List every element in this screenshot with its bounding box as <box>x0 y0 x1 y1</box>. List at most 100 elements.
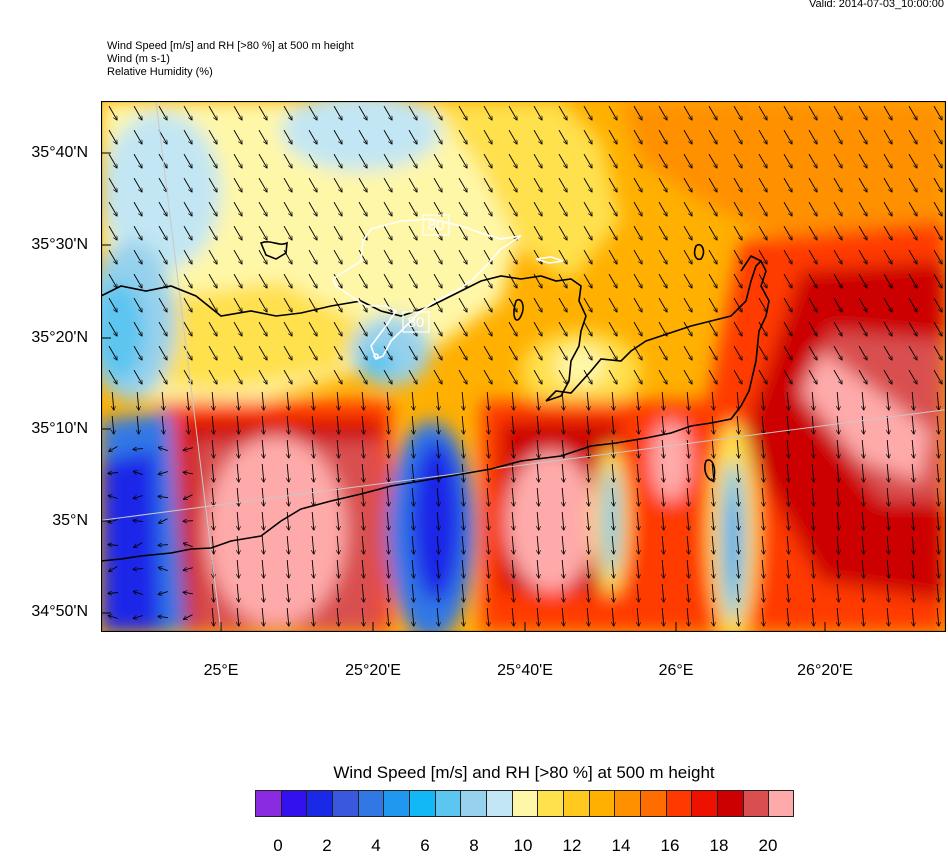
wind-arrow <box>783 225 792 240</box>
wind-map: 80 80 <box>101 101 946 632</box>
wind-arrow <box>712 415 714 434</box>
wind-arrow <box>362 415 364 434</box>
wind-arrow <box>612 535 614 554</box>
colorbar-swatch <box>434 790 461 817</box>
wind-arrow <box>912 439 914 458</box>
wind-arrow <box>762 583 764 602</box>
wind-arrow <box>408 105 417 120</box>
wind-arrow <box>858 153 867 168</box>
wind-arrow <box>508 249 517 264</box>
wind-arrow <box>158 273 167 288</box>
wind-arrow <box>637 439 639 458</box>
wind-arrow <box>933 297 942 312</box>
wind-arrow <box>737 463 739 482</box>
wind-arrow <box>483 153 492 168</box>
colorbar-tick-label: 2 <box>322 836 332 855</box>
wind-arrow <box>537 391 539 410</box>
wind-arrow <box>158 447 168 452</box>
wind-arrow <box>708 201 717 216</box>
wind-arrow <box>387 463 389 482</box>
wind-arrow <box>537 559 539 578</box>
wind-arrow <box>558 201 567 216</box>
colorbar-swatch <box>460 790 487 817</box>
wind-arrow <box>787 511 789 530</box>
wind-arrow <box>858 225 867 240</box>
wind-arrow <box>858 345 867 360</box>
wind-arrow <box>687 583 689 602</box>
wind-arrow <box>312 607 314 626</box>
wind-arrow <box>258 321 267 336</box>
wind-arrow <box>237 463 239 482</box>
wind-arrow <box>508 297 517 312</box>
wind-arrow <box>508 273 517 288</box>
wind-arrow <box>733 369 742 384</box>
wind-arrow <box>687 415 689 434</box>
wind-arrow <box>862 607 864 626</box>
wind-arrow <box>158 177 167 192</box>
wind-arrow <box>262 607 264 626</box>
wind-arrow <box>383 369 392 384</box>
wind-arrow <box>433 201 442 216</box>
lat-label-3530: 35°30'N <box>31 236 88 253</box>
colorbar-swatch <box>306 790 333 817</box>
wind-arrow <box>783 273 792 288</box>
wind-arrow <box>108 321 117 336</box>
wind-arrow <box>658 297 667 312</box>
wind-arrow <box>358 369 367 384</box>
wind-arrow <box>433 225 442 240</box>
wind-arrow <box>333 129 342 144</box>
lat-label-3520: 35°20'N <box>31 329 88 346</box>
wind-arrow <box>462 535 464 554</box>
wind-arrow <box>183 201 192 216</box>
wind-arrow <box>462 583 464 602</box>
wind-arrow <box>887 487 889 506</box>
colorbar-tick-label: 20 <box>758 836 778 855</box>
wind-arrow <box>887 415 889 434</box>
wind-arrow <box>287 607 289 626</box>
wind-arrow <box>837 535 839 554</box>
wind-arrow <box>537 583 539 602</box>
wind-arrow <box>287 439 289 458</box>
colorbar-swatch <box>357 790 384 817</box>
wind-arrow <box>683 105 692 120</box>
wind-arrow <box>308 177 317 192</box>
wind-arrow <box>858 369 867 384</box>
wind-arrow <box>158 567 168 572</box>
wind-arrow <box>158 369 167 384</box>
wind-arrow <box>262 511 264 530</box>
title-line-1: Wind Speed [m/s] and RH [>80 %] at 500 m… <box>107 40 354 52</box>
wind-arrow <box>762 559 764 578</box>
wind-arrow <box>633 249 642 264</box>
wind-arrow <box>862 511 864 530</box>
lon-label-2540: 25°40'E <box>497 662 553 679</box>
wind-arrow <box>208 345 217 360</box>
wind-arrow <box>433 249 442 264</box>
wind-arrow <box>458 249 467 264</box>
wind-arrow <box>608 345 617 360</box>
wind-speed-field: 80 80 <box>101 101 946 632</box>
wind-arrow <box>908 177 917 192</box>
wind-arrow <box>512 391 514 410</box>
wind-arrow <box>512 583 514 602</box>
wind-arrow <box>362 463 364 482</box>
wind-arrow <box>108 105 117 120</box>
contour-label-1: 80 <box>428 217 445 234</box>
wind-arrow <box>233 249 242 264</box>
wind-arrow <box>937 463 939 482</box>
wind-arrow <box>133 520 144 521</box>
wind-arrow <box>533 201 542 216</box>
wind-arrow <box>458 321 467 336</box>
wind-arrow <box>533 105 542 120</box>
wind-arrow <box>808 345 817 360</box>
wind-arrow <box>733 273 742 288</box>
wind-arrow <box>133 569 144 570</box>
wind-arrow <box>908 129 917 144</box>
colorbar-tick-label: 4 <box>371 836 381 855</box>
wind-arrow <box>558 129 567 144</box>
wind-arrow <box>458 105 467 120</box>
wind-arrow <box>387 559 389 578</box>
wind-arrow <box>537 439 539 458</box>
colorbar-tick-label: 10 <box>513 836 533 855</box>
wind-arrow <box>737 391 739 410</box>
wind-arrow <box>333 321 342 336</box>
